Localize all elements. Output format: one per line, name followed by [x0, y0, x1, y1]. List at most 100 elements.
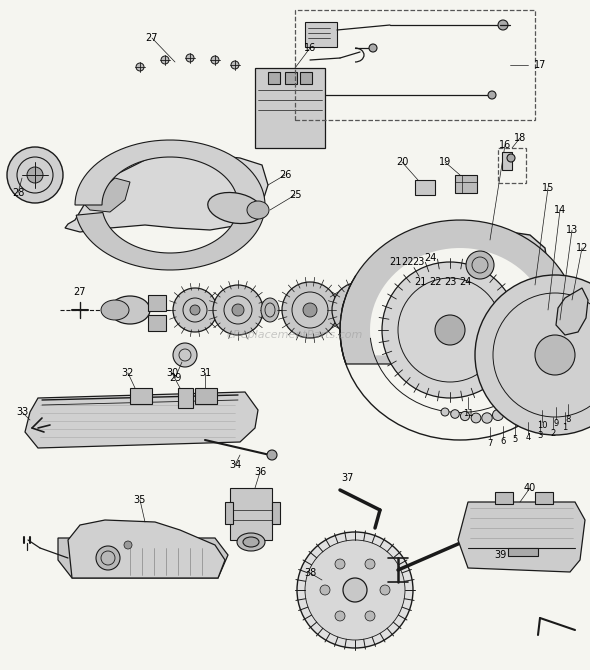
- Polygon shape: [68, 520, 225, 578]
- Text: 20: 20: [396, 157, 408, 167]
- Polygon shape: [340, 220, 580, 364]
- Circle shape: [493, 409, 503, 421]
- Circle shape: [529, 399, 542, 411]
- Ellipse shape: [110, 296, 150, 324]
- Circle shape: [267, 450, 277, 460]
- Circle shape: [136, 63, 144, 71]
- Text: 23: 23: [444, 277, 456, 287]
- Bar: [148, 295, 166, 311]
- Circle shape: [488, 91, 496, 99]
- Bar: [455, 175, 477, 193]
- Circle shape: [553, 388, 567, 402]
- Circle shape: [466, 251, 494, 279]
- Circle shape: [96, 546, 120, 570]
- Circle shape: [335, 611, 345, 621]
- Text: 28: 28: [12, 188, 24, 198]
- Text: 27: 27: [74, 287, 86, 297]
- Polygon shape: [458, 502, 585, 572]
- Text: 24: 24: [459, 277, 471, 287]
- Text: 23: 23: [412, 257, 424, 267]
- Text: 8: 8: [565, 415, 571, 425]
- Bar: [415, 180, 435, 195]
- Bar: [255, 68, 325, 148]
- Circle shape: [504, 406, 516, 418]
- Circle shape: [382, 262, 518, 398]
- Polygon shape: [445, 228, 492, 268]
- Circle shape: [365, 559, 375, 569]
- Circle shape: [353, 303, 367, 317]
- Text: 34: 34: [229, 460, 241, 470]
- Ellipse shape: [237, 533, 265, 551]
- Polygon shape: [65, 152, 268, 232]
- Text: eReplacementParts.com: eReplacementParts.com: [227, 330, 363, 340]
- Circle shape: [343, 578, 367, 602]
- Circle shape: [173, 343, 197, 367]
- Circle shape: [232, 304, 244, 316]
- Text: 16: 16: [304, 43, 316, 53]
- Circle shape: [27, 167, 43, 183]
- Circle shape: [535, 335, 575, 375]
- Polygon shape: [556, 288, 588, 335]
- Text: 31: 31: [199, 368, 211, 378]
- Bar: [498, 148, 526, 183]
- Text: 14: 14: [554, 205, 566, 215]
- Text: 30: 30: [166, 368, 178, 378]
- Circle shape: [282, 282, 338, 338]
- Circle shape: [507, 154, 515, 162]
- Polygon shape: [76, 212, 264, 270]
- Circle shape: [231, 61, 239, 69]
- Circle shape: [435, 315, 465, 345]
- Circle shape: [482, 413, 492, 423]
- Bar: [130, 388, 152, 404]
- Circle shape: [460, 411, 470, 421]
- Text: 29: 29: [169, 373, 181, 383]
- Text: 11: 11: [463, 409, 473, 417]
- Ellipse shape: [261, 298, 279, 322]
- Text: 6: 6: [500, 438, 506, 446]
- Polygon shape: [392, 308, 510, 345]
- Text: 19: 19: [439, 157, 451, 167]
- Bar: [535, 492, 553, 504]
- Circle shape: [451, 409, 459, 418]
- Bar: [230, 488, 272, 540]
- Text: 38: 38: [304, 568, 316, 578]
- Circle shape: [365, 611, 375, 621]
- Bar: [300, 72, 312, 84]
- Text: 25: 25: [289, 190, 301, 200]
- Bar: [508, 548, 538, 556]
- Text: 17: 17: [534, 60, 546, 70]
- Text: 3: 3: [537, 431, 543, 440]
- Text: 27: 27: [146, 33, 158, 43]
- Text: 12: 12: [576, 243, 588, 253]
- Circle shape: [441, 408, 449, 416]
- Text: 2: 2: [550, 429, 556, 438]
- Text: 9: 9: [553, 419, 559, 427]
- Text: 24: 24: [424, 253, 436, 263]
- Circle shape: [213, 285, 263, 335]
- Circle shape: [320, 585, 330, 595]
- Polygon shape: [75, 140, 265, 205]
- Text: 10: 10: [537, 421, 548, 431]
- Text: 40: 40: [524, 483, 536, 493]
- Text: 35: 35: [134, 495, 146, 505]
- Text: 4: 4: [525, 433, 530, 442]
- Bar: [495, 492, 513, 504]
- Circle shape: [332, 282, 388, 338]
- Circle shape: [475, 275, 590, 435]
- Ellipse shape: [400, 300, 430, 320]
- Circle shape: [498, 20, 508, 30]
- Circle shape: [305, 540, 405, 640]
- Bar: [502, 152, 512, 170]
- Text: 1: 1: [562, 423, 568, 433]
- Text: 22: 22: [429, 277, 441, 287]
- Text: 21: 21: [414, 277, 426, 287]
- Polygon shape: [58, 538, 228, 578]
- Circle shape: [380, 585, 390, 595]
- Circle shape: [369, 44, 377, 52]
- Text: 37: 37: [342, 473, 354, 483]
- Polygon shape: [82, 178, 130, 212]
- Text: 22: 22: [401, 257, 413, 267]
- Text: 18: 18: [514, 133, 526, 143]
- Bar: [305, 22, 337, 47]
- Ellipse shape: [243, 537, 259, 547]
